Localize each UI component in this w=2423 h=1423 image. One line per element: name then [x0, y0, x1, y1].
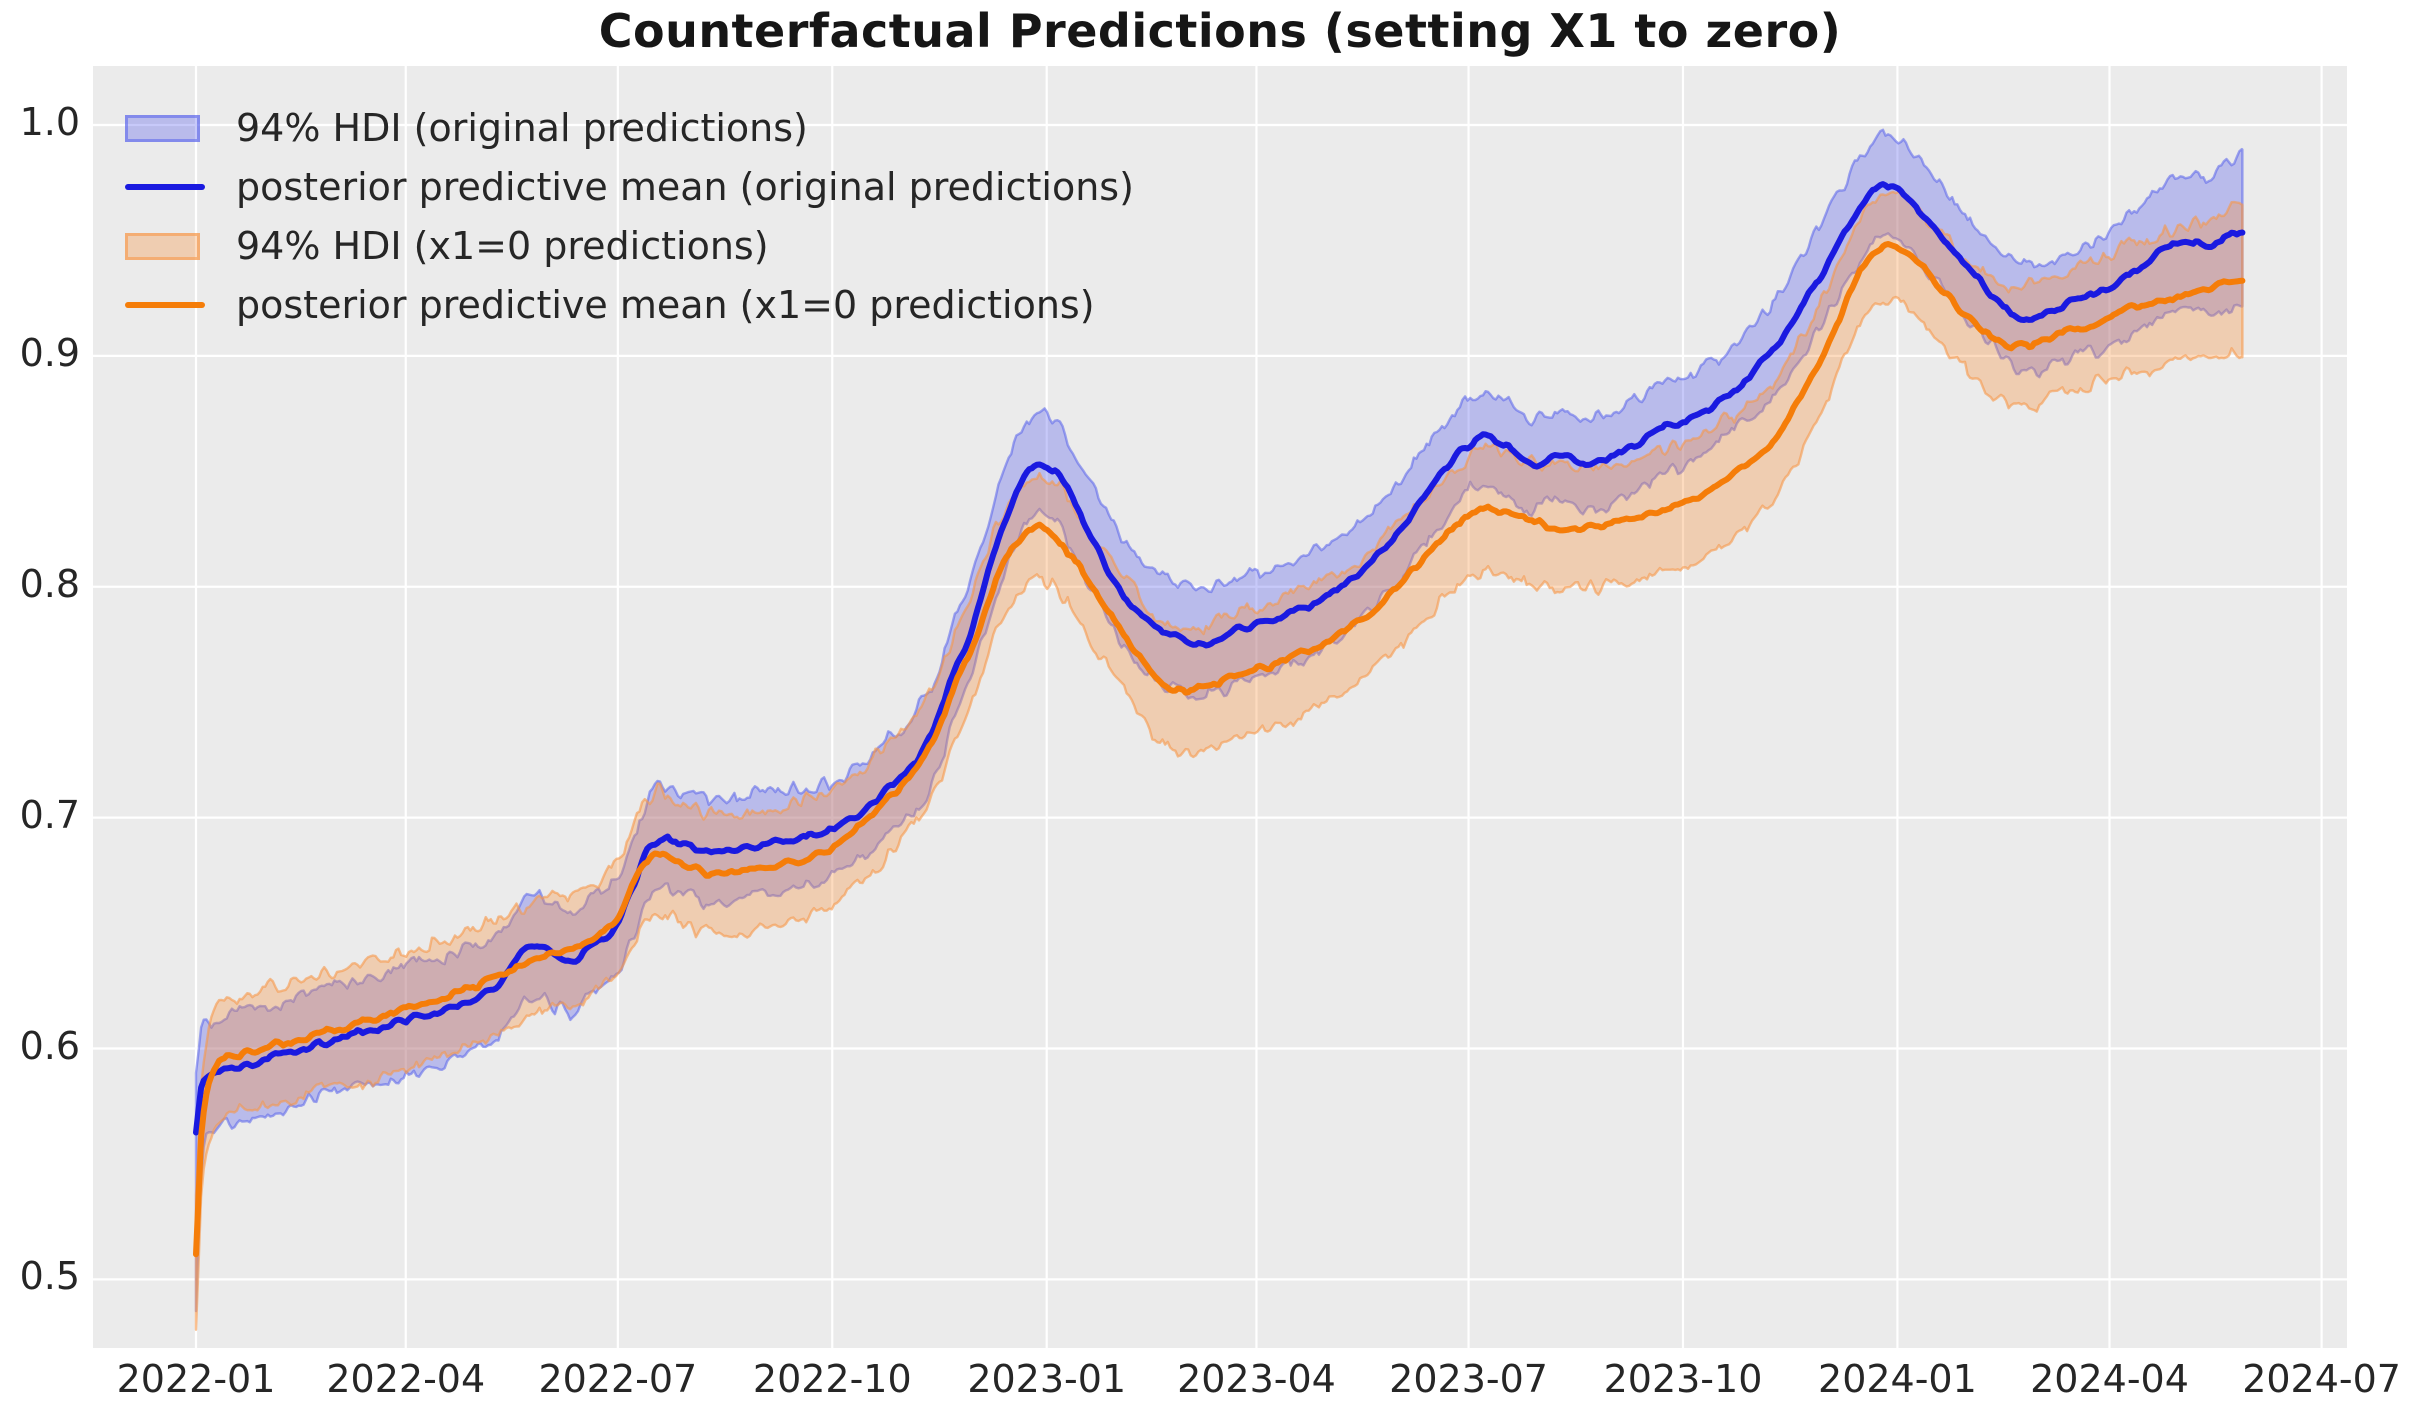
y-tick-label: 0.7	[19, 792, 80, 837]
legend-label: 94% HDI (original predictions)	[236, 106, 808, 150]
legend-label: posterior predictive mean (original pred…	[236, 165, 1134, 209]
x-tick-label: 2022-10	[752, 1357, 912, 1401]
mean-x1zero-swatch-box	[125, 302, 205, 308]
chart-title: Counterfactual Predictions (setting X1 t…	[598, 4, 1842, 58]
hdi-x1zero-patch-swatch	[125, 232, 200, 260]
x-tick-label: 2024-04	[2030, 1357, 2189, 1401]
plot-area	[93, 66, 2347, 1348]
x-tick-label: 2023-07	[1389, 1357, 1548, 1401]
y-tick-label: 1.0	[19, 100, 80, 144]
legend-item-hdi-original: 94% HDI (original predictions)	[125, 99, 808, 157]
hdi-original-patch-swatch	[125, 114, 200, 142]
legend-item-mean-x1zero: posterior predictive mean (x1=0 predicti…	[125, 276, 1095, 334]
x-tick-label: 2023-04	[1177, 1357, 1336, 1401]
legend-item-hdi-x1zero: 94% HDI (x1=0 predictions)	[125, 217, 769, 275]
x-tick-label: 2022-04	[326, 1357, 486, 1401]
mean-x1zero-line-swatch	[125, 302, 205, 308]
hdi-original-swatch-box	[125, 114, 205, 142]
mean-line-x1zero	[193, 241, 2246, 1258]
legend-label: posterior predictive mean (x1=0 predicti…	[236, 283, 1095, 327]
y-tick-label: 0.8	[19, 561, 80, 606]
y-tick-label: 0.9	[19, 330, 80, 375]
x-tick-label: 2022-01	[116, 1357, 276, 1401]
legend-item-mean-original: posterior predictive mean (original pred…	[125, 158, 1134, 216]
mean-line-original	[193, 181, 2246, 1136]
mean-original-swatch-box	[125, 184, 205, 190]
hdi-x1zero-swatch-box	[125, 232, 205, 260]
legend-label: 94% HDI (x1=0 predictions)	[236, 224, 769, 268]
y-tick-label: 0.5	[19, 1254, 80, 1299]
mean-original-line-swatch	[125, 184, 205, 190]
y-tick-label: 0.6	[19, 1023, 80, 1068]
x-tick-label: 2024-07	[2242, 1357, 2401, 1401]
x-tick-label: 2023-01	[967, 1357, 1127, 1401]
x-tick-label: 2023-10	[1603, 1357, 1763, 1401]
x-tick-label: 2022-07	[538, 1357, 698, 1401]
x-tick-label: 2024-01	[1818, 1357, 1977, 1401]
